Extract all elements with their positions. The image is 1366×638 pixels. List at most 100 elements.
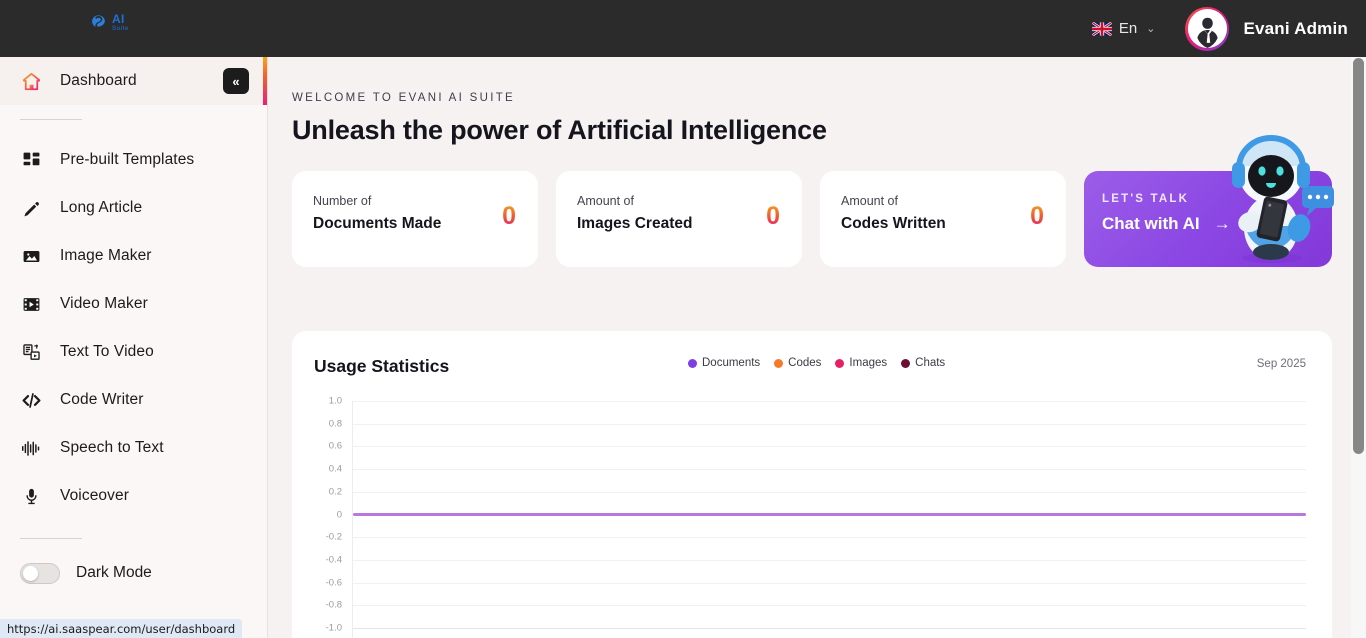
avatar[interactable] xyxy=(1185,6,1230,51)
sidebar-divider-top xyxy=(20,119,82,120)
welcome-eyebrow: WELCOME TO EVANI AI SUITE xyxy=(292,92,516,104)
y-tick: -1.0 xyxy=(325,622,342,634)
scrollbar-thumb[interactable] xyxy=(1353,58,1364,454)
top-bar: AI Suite En ⌄ xyxy=(0,0,1366,57)
sidebar-item-voiceover[interactable]: Voiceover xyxy=(0,472,267,520)
sidebar-item-label: Text To Video xyxy=(60,343,154,360)
sidebar-collapse-button[interactable]: « xyxy=(223,68,249,94)
stat-value: 0 xyxy=(766,202,780,230)
grid-templates-icon xyxy=(20,149,42,171)
logo-name: AI xyxy=(112,12,125,26)
topbar-right: En ⌄ Evani Admin xyxy=(1084,0,1348,57)
code-brackets-icon xyxy=(20,389,42,411)
sidebar: Dashboard « Pre-built Templates xyxy=(0,57,268,638)
y-tick: 0.8 xyxy=(328,418,342,429)
toggle-knob xyxy=(23,565,38,581)
gridline xyxy=(353,469,1306,470)
stat-text: Amount of Images Created xyxy=(577,194,692,233)
sidebar-item-dashboard[interactable]: Dashboard « xyxy=(0,57,267,105)
legend-dot-icon xyxy=(901,358,911,368)
username-label: Evani Admin xyxy=(1243,18,1348,38)
legend-dot-icon xyxy=(688,358,697,368)
app-logo[interactable]: AI Suite xyxy=(90,13,129,32)
image-icon xyxy=(20,245,42,267)
y-tick: 1.0 xyxy=(328,395,342,407)
legend-dot-icon xyxy=(835,358,845,368)
sidebar-item-image-maker[interactable]: Image Maker xyxy=(0,232,267,280)
legend-label: Codes xyxy=(788,357,822,369)
stat-title: Codes Written xyxy=(841,215,946,232)
legend-item-documents[interactable]: Documents xyxy=(688,357,760,369)
stat-value: 0 xyxy=(1030,202,1044,230)
language-selector[interactable]: En ⌄ xyxy=(1084,16,1164,41)
user-avatar-icon xyxy=(1187,9,1227,48)
legend-label: Documents xyxy=(702,357,761,369)
usage-statistics-panel: Usage Statistics Documents Codes Images xyxy=(292,331,1332,638)
legend-item-images[interactable]: Images xyxy=(835,357,887,369)
sidebar-item-text-to-video[interactable]: Text To Video xyxy=(0,328,267,376)
legend-label: Images xyxy=(849,357,888,369)
gridline xyxy=(353,423,1306,425)
chart-legend: Documents Codes Images Chats xyxy=(688,357,945,369)
dark-mode-row[interactable]: Dark Mode xyxy=(0,551,267,595)
chart-grid xyxy=(352,401,1306,638)
chart-header: Usage Statistics Documents Codes Images xyxy=(314,353,1306,379)
chart-title: Usage Statistics xyxy=(314,355,450,376)
legend-item-chats[interactable]: Chats xyxy=(901,357,945,369)
sidebar-divider-bottom xyxy=(20,538,82,539)
y-tick: -0.8 xyxy=(325,599,342,611)
sidebar-item-label: Speech to Text xyxy=(60,439,164,456)
stat-card-documents-made[interactable]: Number of Documents Made 0 xyxy=(292,171,538,267)
main-content: WELCOME TO EVANI AI SUITE Unleash the po… xyxy=(268,57,1350,638)
sidebar-item-label: Dashboard xyxy=(60,72,137,89)
stat-card-images-created[interactable]: Amount of Images Created 0 xyxy=(556,171,802,267)
chat-card-label: Chat with AI xyxy=(1102,214,1200,233)
gridline xyxy=(353,446,1306,447)
gridline xyxy=(353,537,1306,538)
logo-suite: Suite xyxy=(112,26,129,32)
dark-mode-label: Dark Mode xyxy=(76,564,152,581)
stat-cards-row: Number of Documents Made 0 Amount of Ima… xyxy=(292,135,1350,267)
legend-item-codes[interactable]: Codes xyxy=(774,357,821,369)
sidebar-item-label: Voiceover xyxy=(60,487,129,504)
sidebar-item-label: Code Writer xyxy=(60,391,144,408)
sidebar-item-pre-built-templates[interactable]: Pre-built Templates xyxy=(0,136,267,184)
gridline xyxy=(353,605,1306,606)
gridline xyxy=(353,492,1306,493)
y-tick: -0.6 xyxy=(325,577,342,588)
chat-card-eyebrow: LET'S TALK xyxy=(1102,193,1190,205)
y-tick: 0 xyxy=(336,509,342,520)
sidebar-item-label: Image Maker xyxy=(60,247,152,264)
y-tick: 0.6 xyxy=(328,440,342,452)
page-scrollbar[interactable] xyxy=(1351,57,1366,638)
stat-title: Images Created xyxy=(577,215,693,232)
sidebar-item-speech-to-text[interactable]: Speech to Text xyxy=(0,424,267,472)
sidebar-item-label: Video Maker xyxy=(60,295,148,312)
chat-with-ai-card[interactable]: LET'S TALK Chat with AI → xyxy=(1084,135,1334,267)
language-label: En xyxy=(1118,20,1138,37)
legend-dot-icon xyxy=(774,358,784,368)
chevron-down-icon: ⌄ xyxy=(1146,23,1156,35)
user-profile[interactable]: Evani Admin xyxy=(1185,6,1348,51)
text-to-video-icon xyxy=(20,341,42,363)
chart-date-label: Sep 2025 xyxy=(1256,358,1306,370)
film-icon xyxy=(20,293,42,315)
sidebar-item-long-article[interactable]: Long Article xyxy=(0,184,267,232)
waveform-icon xyxy=(20,437,42,459)
sidebar-nav-list: Pre-built Templates Long Article xyxy=(0,132,267,520)
stat-subtitle: Number of xyxy=(313,194,372,208)
chat-card-row: Chat with AI → xyxy=(1102,214,1332,234)
chart-plot-area: 1.0 0.8 0.6 0.4 0.2 0 -0.2 -0.4 -0.6 -0.… xyxy=(314,396,1306,638)
dark-mode-toggle[interactable] xyxy=(20,562,60,584)
arrow-right-icon: → xyxy=(1213,214,1231,233)
gridline xyxy=(353,582,1306,584)
sidebar-item-label: Pre-built Templates xyxy=(60,151,195,168)
stat-title: Documents Made xyxy=(313,215,442,232)
stat-card-codes-written[interactable]: Amount of Codes Written 0 xyxy=(820,171,1066,267)
chart-series-line-zero xyxy=(353,513,1306,516)
pencil-icon xyxy=(20,197,42,219)
sidebar-item-video-maker[interactable]: Video Maker xyxy=(0,280,267,328)
y-tick: 0.2 xyxy=(328,486,342,498)
stat-text: Amount of Codes Written xyxy=(841,194,946,233)
sidebar-item-code-writer[interactable]: Code Writer xyxy=(0,376,267,424)
